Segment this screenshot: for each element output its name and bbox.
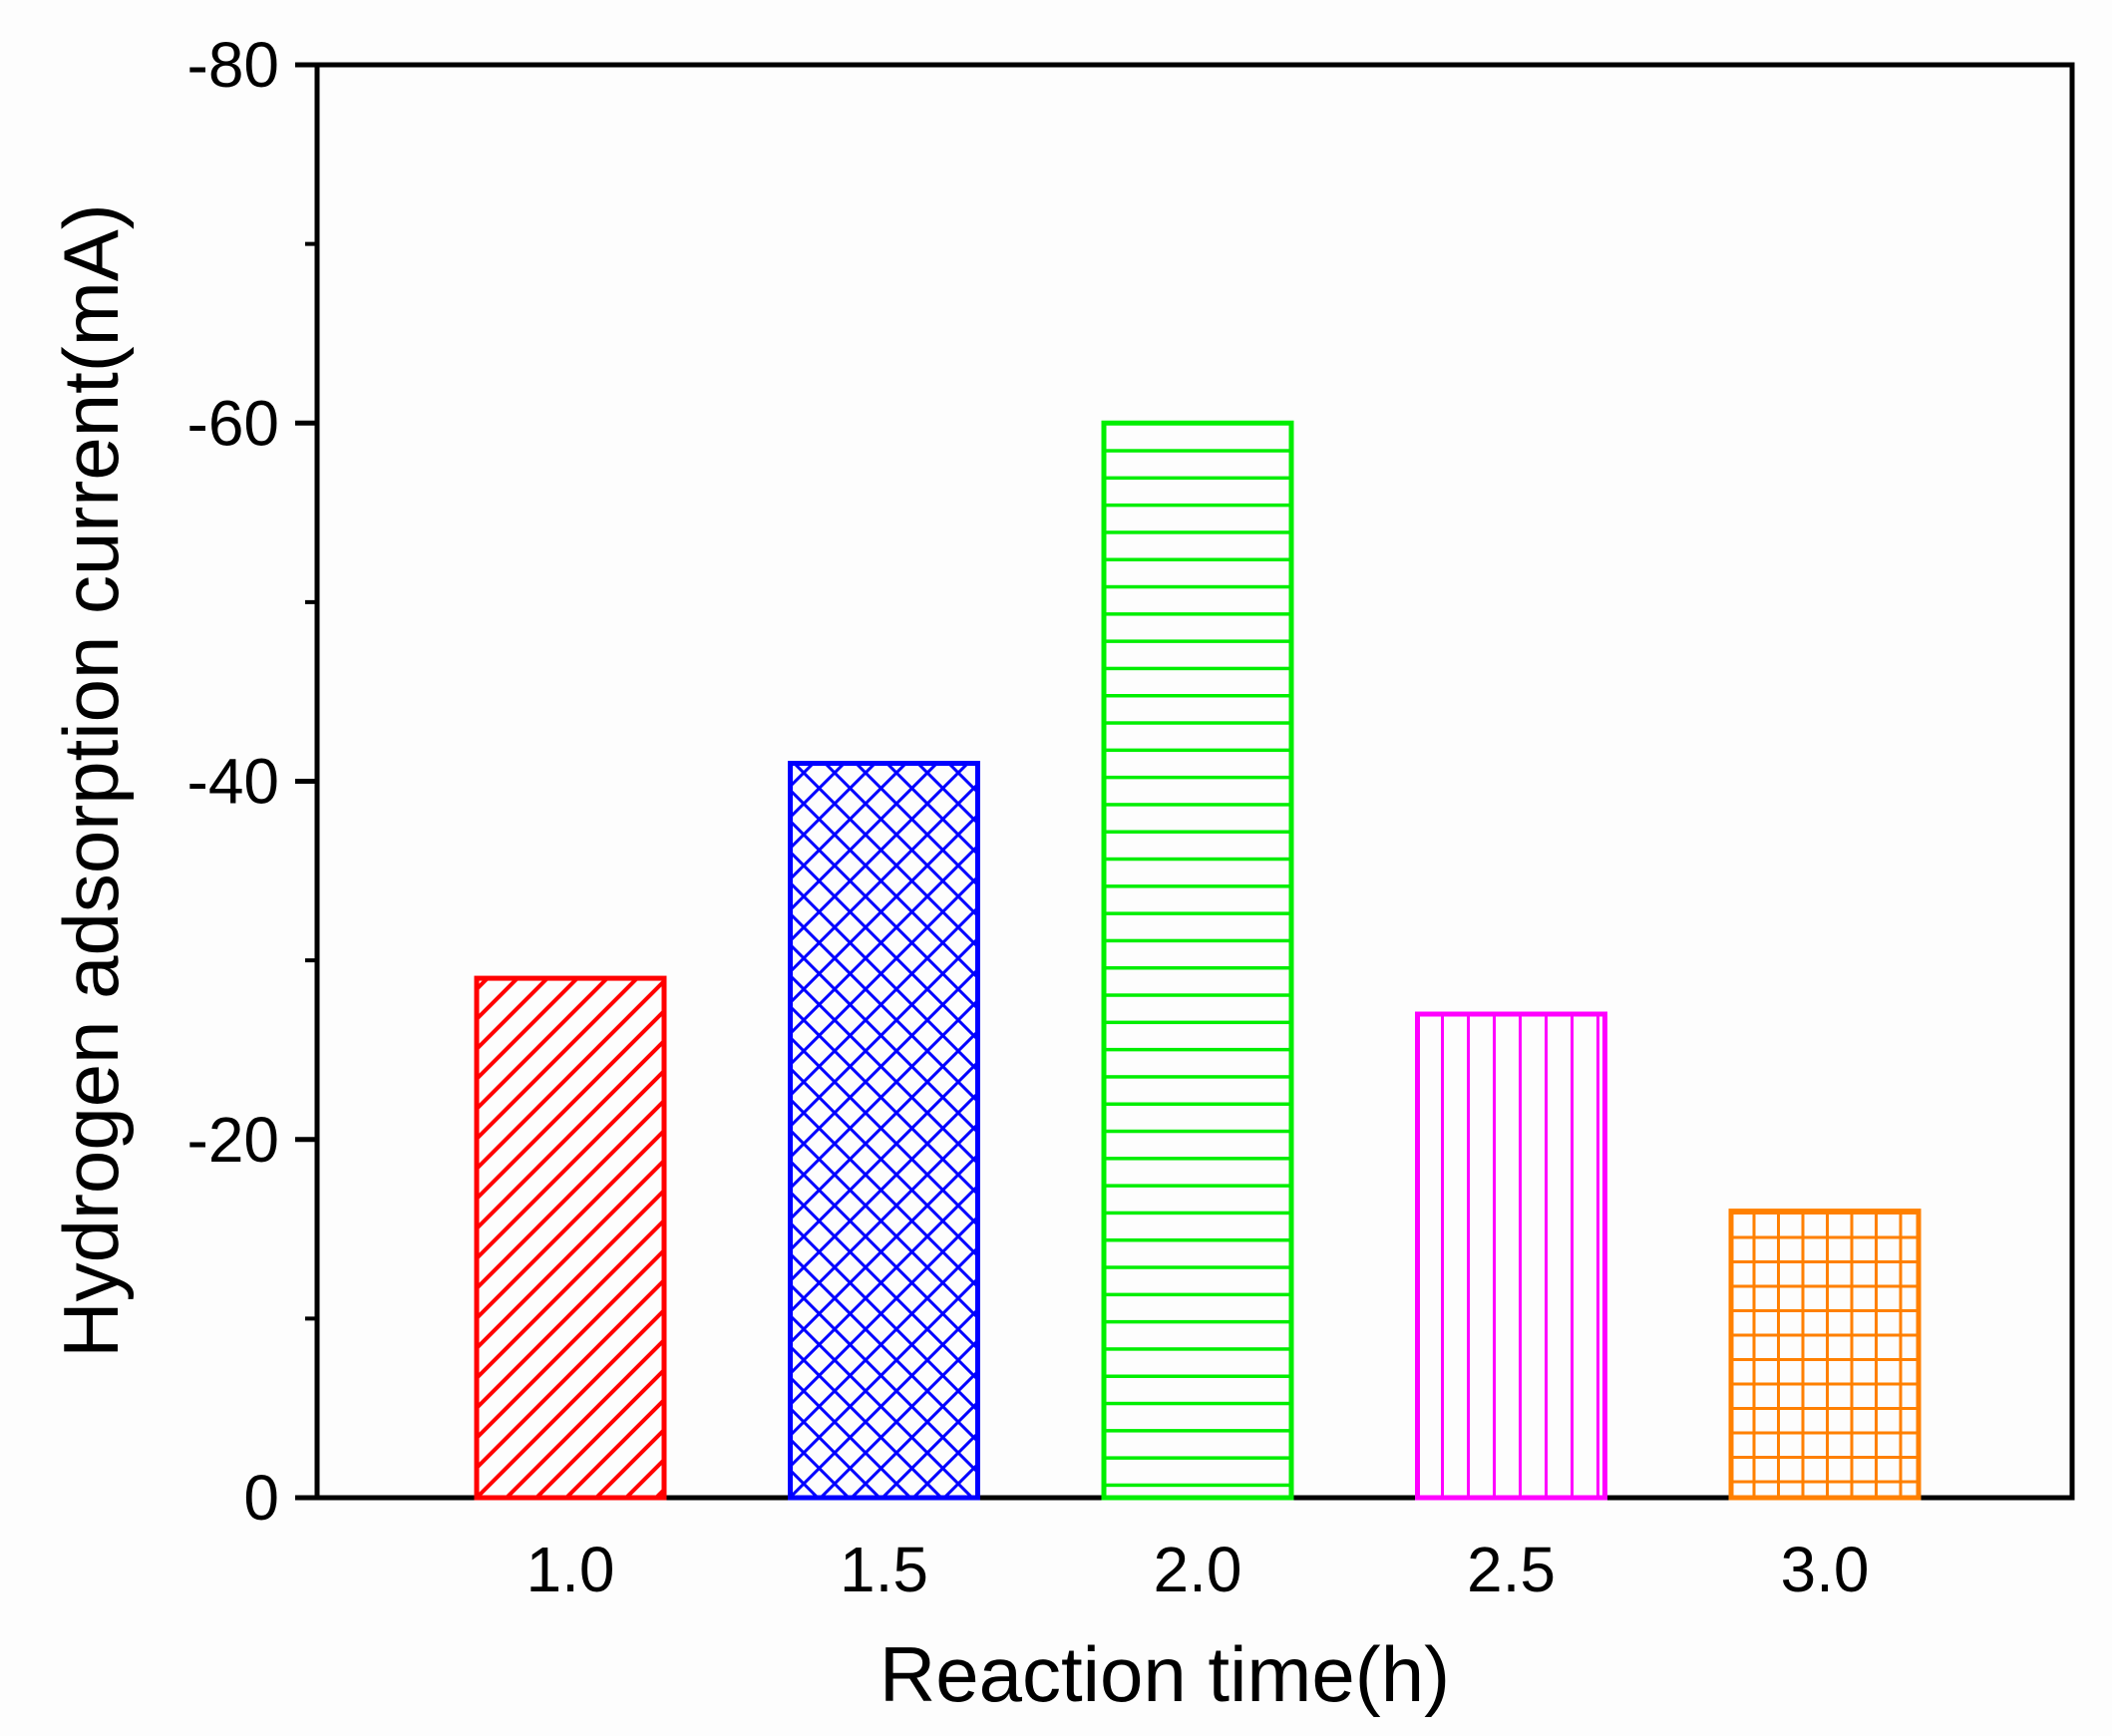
x-tick-label: 1.5 xyxy=(840,1534,928,1605)
bar-1-5 xyxy=(788,761,980,1501)
y-tick-label: -20 xyxy=(187,1104,280,1176)
y-tick-label: -60 xyxy=(187,387,280,459)
y-axis-title: Hydrogen adsorption current(mA) xyxy=(47,203,135,1358)
x-axis-title: Reaction time(h) xyxy=(880,1630,1450,1718)
y-tick-label: 0 xyxy=(243,1462,279,1534)
bar-1-0 xyxy=(474,975,667,1501)
x-tick-label: 2.5 xyxy=(1467,1534,1556,1605)
y-tick-label: -80 xyxy=(187,29,280,101)
x-tick-label: 3.0 xyxy=(1781,1534,1870,1605)
x-tick-label: 1.0 xyxy=(527,1534,615,1605)
bar-3-0 xyxy=(1728,1209,1922,1501)
bar-2-0 xyxy=(1101,420,1294,1501)
bar-2-5 xyxy=(1415,1011,1607,1501)
x-axis-ticks: 1.0 1.5 2.0 2.5 3.0 xyxy=(527,1534,1870,1605)
x-tick-label: 2.0 xyxy=(1154,1534,1242,1605)
y-tick-label: -40 xyxy=(187,746,280,818)
bars xyxy=(474,420,1922,1501)
y-axis-ticks: 0 -20 -40 -60 -80 xyxy=(187,29,317,1534)
